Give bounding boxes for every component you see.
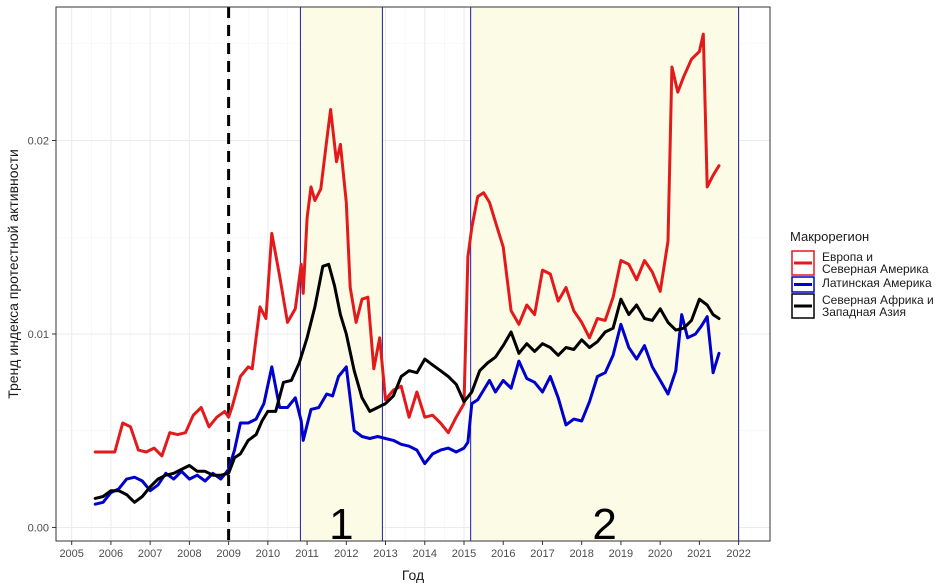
legend-label: Северная Америка [822, 262, 929, 276]
x-tick-label: 2008 [177, 548, 201, 560]
y-axis-title: Тренд индекса протестной активности [5, 149, 21, 399]
x-tick-label: 2012 [334, 548, 358, 560]
legend-label: Северная Африка и [822, 293, 934, 307]
legend-title: Макрорегион [790, 229, 869, 244]
x-tick-label: 2015 [452, 548, 476, 560]
x-tick-label: 2019 [609, 548, 633, 560]
series-line [93, 313, 721, 506]
series-line [93, 262, 721, 504]
x-tick-label: 2016 [491, 548, 515, 560]
x-axis-title: Год [402, 567, 424, 583]
x-tick-label: 2007 [138, 548, 162, 560]
legend-label: Западная Азия [822, 305, 906, 319]
x-tick-label: 2009 [216, 548, 240, 560]
x-tick-label: 2006 [99, 548, 123, 560]
x-tick-label: 2013 [373, 548, 397, 560]
x-tick-label: 2018 [569, 548, 593, 560]
x-tick-label: 2011 [295, 548, 319, 560]
legend-label: Латинская Америка [822, 276, 932, 290]
x-tick-label: 2005 [59, 548, 83, 560]
x-tick-label: 2017 [530, 548, 554, 560]
y-tick-label: 0.00 [28, 522, 49, 534]
series-line [93, 32, 721, 458]
x-tick-label: 2022 [726, 548, 750, 560]
x-tick-label: 2021 [687, 548, 711, 560]
x-tick-label: 2010 [256, 548, 280, 560]
y-tick-label: 0.01 [28, 329, 49, 341]
x-tick-label: 2014 [413, 548, 437, 560]
period-label: 2 [592, 500, 616, 549]
period-band [470, 7, 739, 541]
period-band [300, 7, 383, 541]
legend-label: Европа и [822, 250, 873, 264]
plot-border [55, 6, 771, 542]
x-tick-label: 2020 [648, 548, 672, 560]
period-label: 1 [329, 500, 353, 549]
y-tick-label: 0.02 [28, 136, 49, 148]
